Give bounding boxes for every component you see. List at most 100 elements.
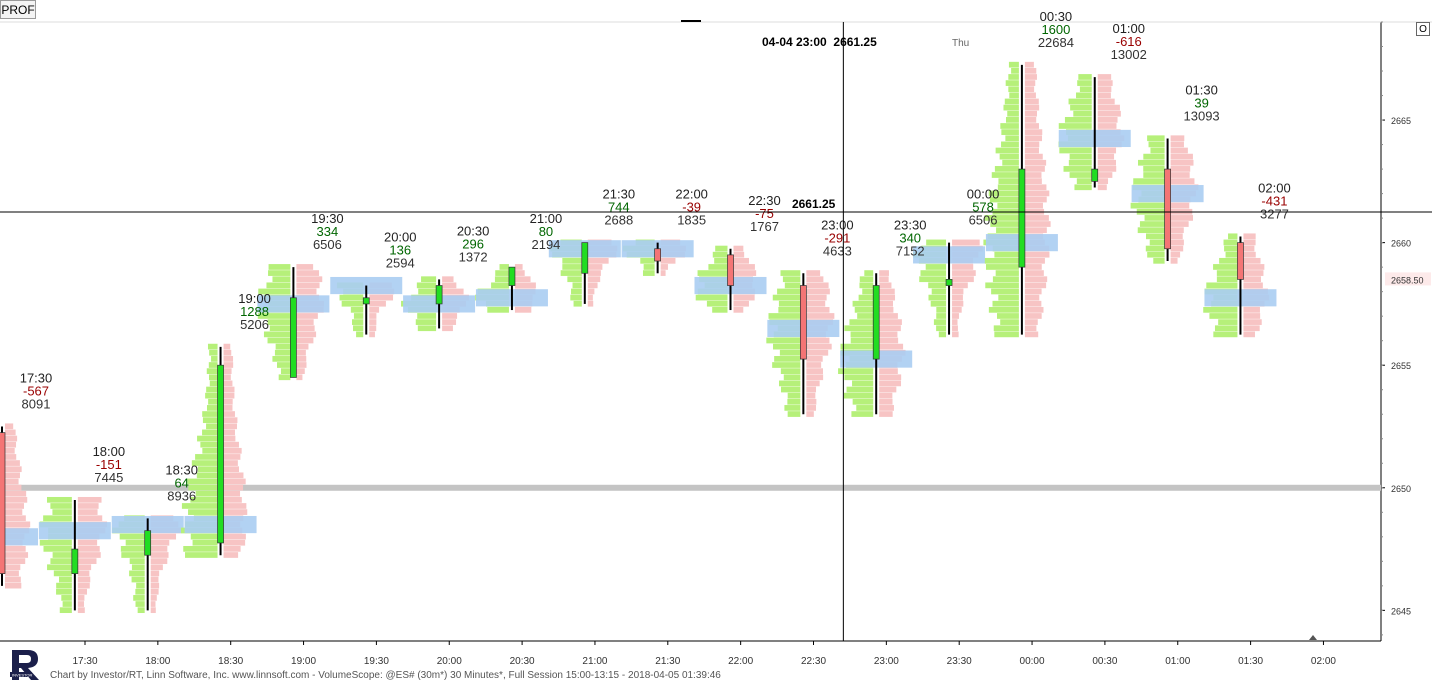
profile-row-left	[706, 300, 728, 307]
profile-row-right	[296, 313, 318, 319]
profile-row-right	[1024, 74, 1037, 80]
profile-row-left	[207, 343, 218, 350]
profile-row-left	[778, 306, 801, 313]
profile-row-left	[1137, 227, 1165, 234]
candle-23:00[interactable]	[799, 273, 807, 415]
profile-row-right	[806, 300, 826, 307]
profile-row-right	[806, 306, 830, 313]
bar-volume-label: 2194	[531, 237, 560, 252]
profile-row-left	[50, 558, 72, 564]
profile-row-right	[5, 558, 26, 564]
profile-row-right	[1097, 74, 1112, 80]
candle-19:30[interactable]	[290, 267, 297, 378]
profile-row-right	[223, 546, 241, 552]
profile-row-right	[1097, 80, 1113, 86]
candle-body	[872, 285, 880, 360]
profile-row-right	[806, 349, 829, 356]
profile-row-right	[150, 570, 160, 577]
profile-row-left	[572, 282, 582, 289]
candle-02:00[interactable]	[1237, 236, 1244, 335]
profile-row-right	[1170, 178, 1195, 185]
candle-19:00[interactable]	[217, 346, 224, 556]
profile-row-left	[133, 595, 145, 601]
bar-volume-label: 3277	[1260, 207, 1289, 222]
profile-toggle-button[interactable]: PROF	[0, 0, 36, 19]
profile-row-left	[135, 588, 145, 595]
profile-row-right	[879, 331, 898, 338]
profile-row-left	[188, 484, 218, 491]
candle-21:30[interactable]	[581, 242, 589, 304]
profile-row-right	[1024, 276, 1048, 283]
candle-00:00[interactable]	[945, 242, 953, 335]
profile-row-right	[77, 570, 90, 577]
bar-time-label: 19:30	[311, 211, 344, 226]
bar-delta-label: -616	[1116, 34, 1142, 49]
candle-17:30[interactable]	[0, 426, 6, 586]
profile-row-right	[5, 472, 20, 479]
profile-row-left	[494, 276, 509, 283]
profile-row-right	[5, 546, 26, 552]
candle-01:00[interactable]	[1091, 77, 1099, 188]
profile-row-right	[733, 257, 749, 264]
profile-row-left	[52, 509, 72, 515]
profile-row-right	[1024, 129, 1043, 135]
profile-row-left	[211, 356, 218, 362]
profile-row-right	[587, 257, 609, 264]
profile-row-right	[223, 392, 235, 399]
profile-row-right	[77, 539, 98, 546]
bar-delta-label: -567	[23, 383, 49, 398]
profile-row-left	[570, 294, 582, 301]
profile-row-left	[121, 552, 145, 558]
profile-row-right	[1024, 319, 1038, 325]
profile-row-right	[952, 264, 974, 270]
profile-row-left	[275, 343, 291, 350]
profile-row-left	[562, 257, 582, 264]
profile-row-right	[77, 515, 103, 522]
time-tick-label: 01:00	[1165, 656, 1190, 667]
scroll-marker[interactable]	[681, 20, 701, 22]
profile-row-right	[1097, 116, 1118, 123]
profile-row-left	[274, 349, 291, 356]
candle-18:30[interactable]	[144, 518, 152, 611]
profile-row-right	[5, 576, 21, 583]
candle-18:00[interactable]	[71, 500, 79, 611]
profile-row-left	[990, 221, 1019, 227]
profile-row-left	[188, 509, 218, 515]
profile-row-right	[1024, 184, 1047, 191]
candle-22:30[interactable]	[727, 248, 734, 311]
profile-row-right	[77, 564, 92, 571]
profile-row-right	[879, 368, 898, 375]
profile-row-left	[567, 276, 582, 283]
candle-01:30[interactable]	[1164, 138, 1171, 262]
candle-22:00[interactable]	[654, 242, 662, 274]
candle-23:30[interactable]	[872, 273, 880, 415]
candle-body	[727, 254, 734, 286]
profile-row-right	[733, 270, 757, 276]
profile-row-right	[879, 300, 893, 307]
profile-row-right	[5, 478, 19, 485]
candle-00:30[interactable]	[1018, 64, 1026, 335]
candle-20:30[interactable]	[435, 279, 443, 329]
profile-row-left	[1216, 276, 1238, 283]
bar-delta-label: 296	[462, 236, 484, 251]
profile-row-left	[1138, 159, 1165, 166]
profile-row-right	[223, 454, 241, 460]
profile-row-left	[1063, 166, 1092, 172]
profile-row-left	[257, 313, 291, 319]
profile-row-right	[1024, 92, 1036, 99]
options-button[interactable]: O	[1416, 22, 1430, 36]
bar-delta-label: 64	[174, 475, 188, 490]
linn-software-logo-icon: INVESTOR	[10, 650, 39, 680]
profile-row-left	[137, 607, 145, 614]
candle-20:00[interactable]	[362, 285, 370, 335]
profile-row-left	[851, 411, 874, 417]
profile-row-right	[1170, 221, 1189, 227]
profile-row-left	[938, 331, 947, 338]
profile-row-left	[919, 276, 947, 283]
profile-row-right	[1243, 276, 1261, 283]
bar-time-label: 00:00	[967, 187, 1000, 202]
profile-row-left	[854, 306, 874, 313]
profile-row-left	[1005, 80, 1019, 86]
candle-21:00[interactable]	[508, 266, 516, 311]
